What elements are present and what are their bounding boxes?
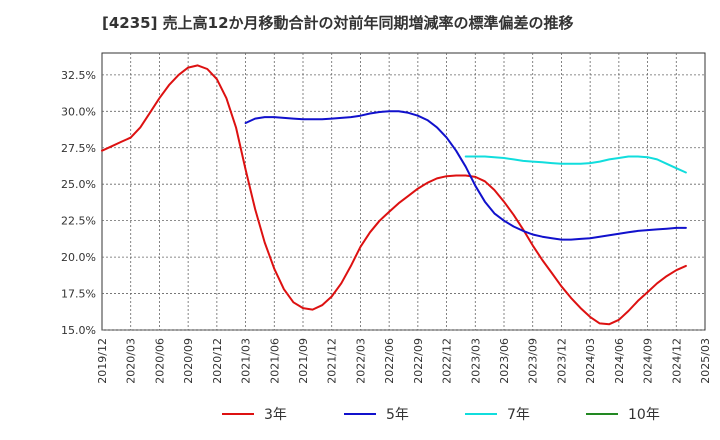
series-line-5年: [244, 110, 687, 241]
x-tick-label: 2024/09: [642, 338, 655, 384]
x-tick-label: 2023/09: [527, 338, 540, 384]
y-tick-label: 27.5%: [61, 142, 96, 155]
y-tick-label: 20.0%: [61, 251, 96, 264]
legend-label: 3年: [264, 407, 287, 423]
x-axis-ticks: 2019/12 2020/03 2020/06 2020/09 2020/12 2021/…: [96, 338, 712, 384]
y-axis-ticks: 15.0% 17.5% 20.0% 22.5% 25.0% 27.5% 30.0% 32.5%: [61, 69, 96, 337]
x-tick-label: 2021/03: [240, 338, 253, 384]
x-tick-label: 2022/12: [441, 338, 454, 384]
legend: 3年 5年 7年 10年: [222, 407, 660, 423]
y-tick-label: 15.0%: [61, 324, 96, 337]
x-tick-label: 2020/09: [182, 338, 195, 384]
legend-label: 10年: [628, 407, 660, 423]
y-tick-label: 32.5%: [61, 69, 96, 82]
series-line-7年: [464, 155, 687, 174]
x-tick-label: 2021/09: [297, 338, 310, 384]
x-tick-label: 2023/12: [555, 338, 568, 384]
y-tick-label: 22.5%: [61, 215, 96, 228]
series-layer: [101, 64, 687, 326]
x-tick-label: 2020/12: [211, 338, 224, 384]
x-tick-label: 2022/09: [412, 338, 425, 384]
y-tick-label: 25.0%: [61, 178, 96, 191]
legend-label: 5年: [386, 407, 409, 423]
x-tick-label: 2019/12: [96, 338, 109, 384]
x-tick-label: 2023/06: [498, 338, 511, 384]
y-tick-label: 30.0%: [61, 105, 96, 118]
x-tick-label: 2024/12: [670, 338, 683, 384]
x-tick-label: 2022/03: [354, 338, 367, 384]
chart-title: [4235] 売上高12か月移動合計の対前年同期増減率の標準偏差の推移: [102, 14, 574, 32]
x-tick-label: 2024/06: [613, 338, 626, 384]
x-tick-label: 2020/03: [125, 338, 138, 384]
x-tick-label: 2025/03: [699, 338, 712, 384]
plot-area: [101, 52, 706, 331]
x-tick-label: 2021/12: [326, 338, 339, 384]
x-tick-label: 2023/03: [469, 338, 482, 384]
x-tick-label: 2024/03: [584, 338, 597, 384]
x-tick-label: 2021/06: [268, 338, 281, 384]
legend-label: 7年: [507, 407, 530, 423]
x-tick-label: 2022/06: [383, 338, 396, 384]
series-line-3年: [101, 64, 687, 326]
y-tick-label: 17.5%: [61, 288, 96, 301]
x-tick-label: 2020/06: [153, 338, 166, 384]
